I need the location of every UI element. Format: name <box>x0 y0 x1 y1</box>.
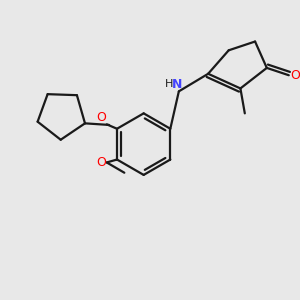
Text: O: O <box>96 111 106 124</box>
Text: O: O <box>96 156 106 169</box>
Text: H: H <box>164 79 173 89</box>
Text: O: O <box>290 69 300 82</box>
Text: N: N <box>172 77 183 91</box>
